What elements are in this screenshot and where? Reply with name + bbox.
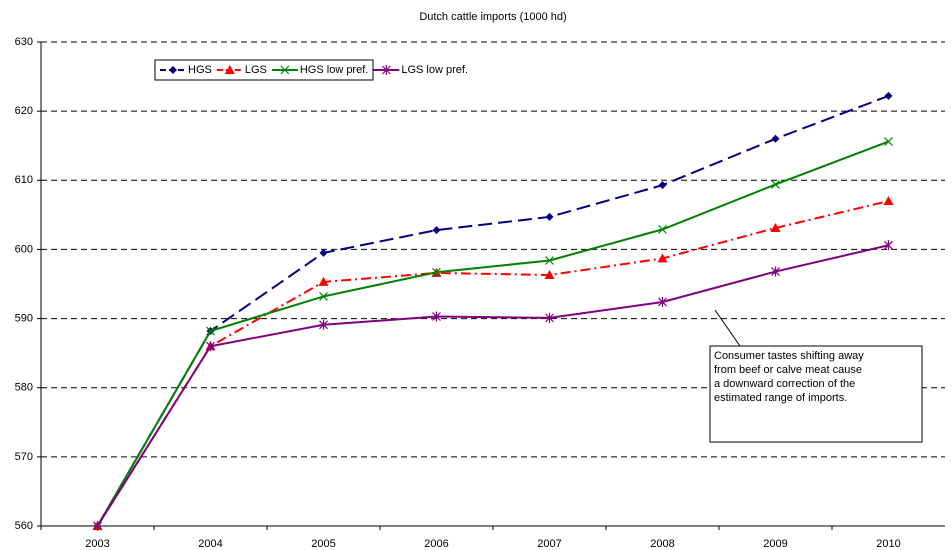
annotation-box <box>709 345 923 443</box>
data-point <box>658 296 667 307</box>
legend-label: LGS low pref. <box>401 64 468 76</box>
chart-title: Dutch cattle imports (1000 hd) <box>419 11 566 23</box>
data-point <box>545 312 554 323</box>
data-point <box>319 248 328 257</box>
data-point <box>771 180 780 189</box>
data-point <box>93 521 102 531</box>
y-tick-label: 600 <box>15 243 33 255</box>
data-point <box>771 134 780 143</box>
data-point <box>544 270 555 280</box>
annotation-leader <box>714 309 741 347</box>
data-point <box>545 256 554 265</box>
data-point <box>771 266 780 277</box>
data-point <box>432 311 441 322</box>
y-tick-label: 590 <box>15 312 33 324</box>
x-tick-label: 2007 <box>537 538 561 550</box>
data-point <box>545 212 554 221</box>
legend-box <box>154 59 374 81</box>
series-line <box>96 244 889 527</box>
x-tick-label: 2006 <box>424 538 448 550</box>
data-point <box>319 292 328 301</box>
x-tick-label: 2003 <box>85 538 109 550</box>
legend-label: LGS <box>245 64 267 76</box>
data-point <box>432 267 441 277</box>
data-point <box>658 224 667 234</box>
data-point <box>658 181 667 190</box>
x-tick-label: 2010 <box>876 538 900 550</box>
annotation-text: Consumer tastes shifting away <box>714 350 864 362</box>
data-point <box>206 341 215 352</box>
series-line <box>96 140 889 527</box>
data-point <box>206 326 215 336</box>
annotation-text: from beef or calve meat cause <box>714 364 862 376</box>
annotation-text: a downward correction of the <box>714 378 855 390</box>
x-tick-label: 2004 <box>198 538 222 550</box>
legend-label: HGS low pref. <box>300 64 368 76</box>
data-point <box>884 240 893 251</box>
y-tick-label: 570 <box>15 451 33 463</box>
data-point <box>432 226 441 235</box>
legend-marker <box>224 65 235 74</box>
series-line <box>96 94 889 527</box>
y-tick-label: 610 <box>15 174 33 186</box>
data-point <box>884 91 893 100</box>
data-point <box>883 196 894 206</box>
legend-marker <box>280 65 290 75</box>
x-tick-label: 2008 <box>650 538 674 550</box>
annotation-text: estimated range of imports. <box>714 392 847 404</box>
data-point <box>770 222 781 232</box>
y-tick-label: 560 <box>15 520 33 532</box>
legend-marker <box>381 65 391 75</box>
data-point <box>884 137 893 146</box>
legend-marker <box>169 66 177 74</box>
y-tick-label: 630 <box>15 36 33 48</box>
data-point <box>657 253 668 263</box>
x-tick-label: 2009 <box>763 538 787 550</box>
data-point <box>319 319 328 330</box>
series-line <box>96 200 889 527</box>
x-tick-label: 2005 <box>311 538 335 550</box>
legend-label: HGS <box>188 64 212 76</box>
y-tick-label: 580 <box>15 382 33 394</box>
data-point <box>318 276 329 286</box>
y-tick-label: 620 <box>15 105 33 117</box>
